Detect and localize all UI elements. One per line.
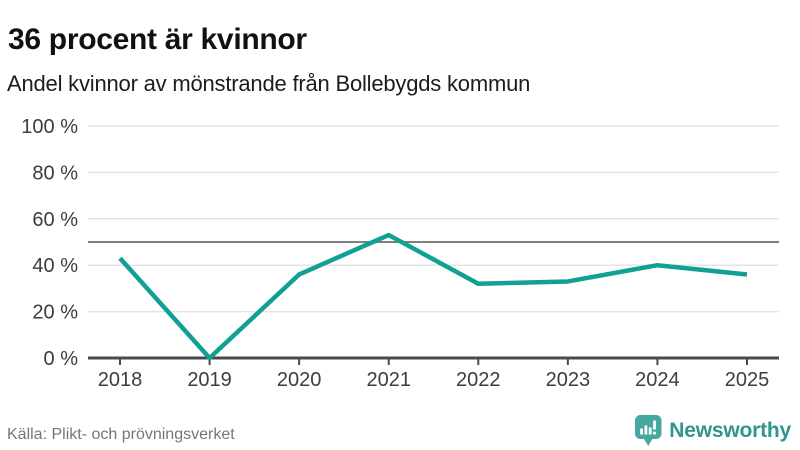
x-tick-label: 2019 (187, 369, 232, 391)
data-line-andel-kvinnor (118, 232, 748, 361)
x-tick-label: 2018 (98, 369, 143, 391)
y-tick-label: 60 % (32, 209, 78, 231)
y-tick-label: 80 % (32, 162, 78, 184)
x-tick-label: 2021 (366, 369, 411, 391)
y-tick-label: 20 % (32, 302, 78, 324)
x-tick-label: 2024 (635, 369, 680, 391)
source-note: Källa: Plikt- och prövningsverket (7, 426, 235, 443)
bar-chart-exclamation-glyph (640, 420, 657, 435)
x-tick-label: 2022 (456, 369, 501, 391)
x-tick-label: 2020 (277, 369, 322, 391)
chart-subtitle: Andel kvinnor av mönstrande från Bolleby… (7, 71, 531, 96)
x-tick-label: 2023 (546, 369, 591, 391)
newsworthy-logo-text: Newsworthy (669, 418, 791, 442)
speech-bubble-bar-chart-icon (635, 415, 662, 446)
line-chart: 0 % 20 % 40 % 60 % 80 % 100 % 2018 2019 2020 2021… (21, 116, 779, 391)
chart-title: 36 procent är kvinnor (8, 23, 307, 57)
newsworthy-logo: Newsworthy (635, 415, 791, 446)
y-tick-label: 100 % (21, 116, 78, 138)
speech-bubble-shape (635, 415, 662, 446)
y-tick-label: 40 % (32, 255, 78, 277)
x-tick-label: 2025 (725, 369, 770, 391)
y-tick-label: 0 % (44, 348, 79, 370)
